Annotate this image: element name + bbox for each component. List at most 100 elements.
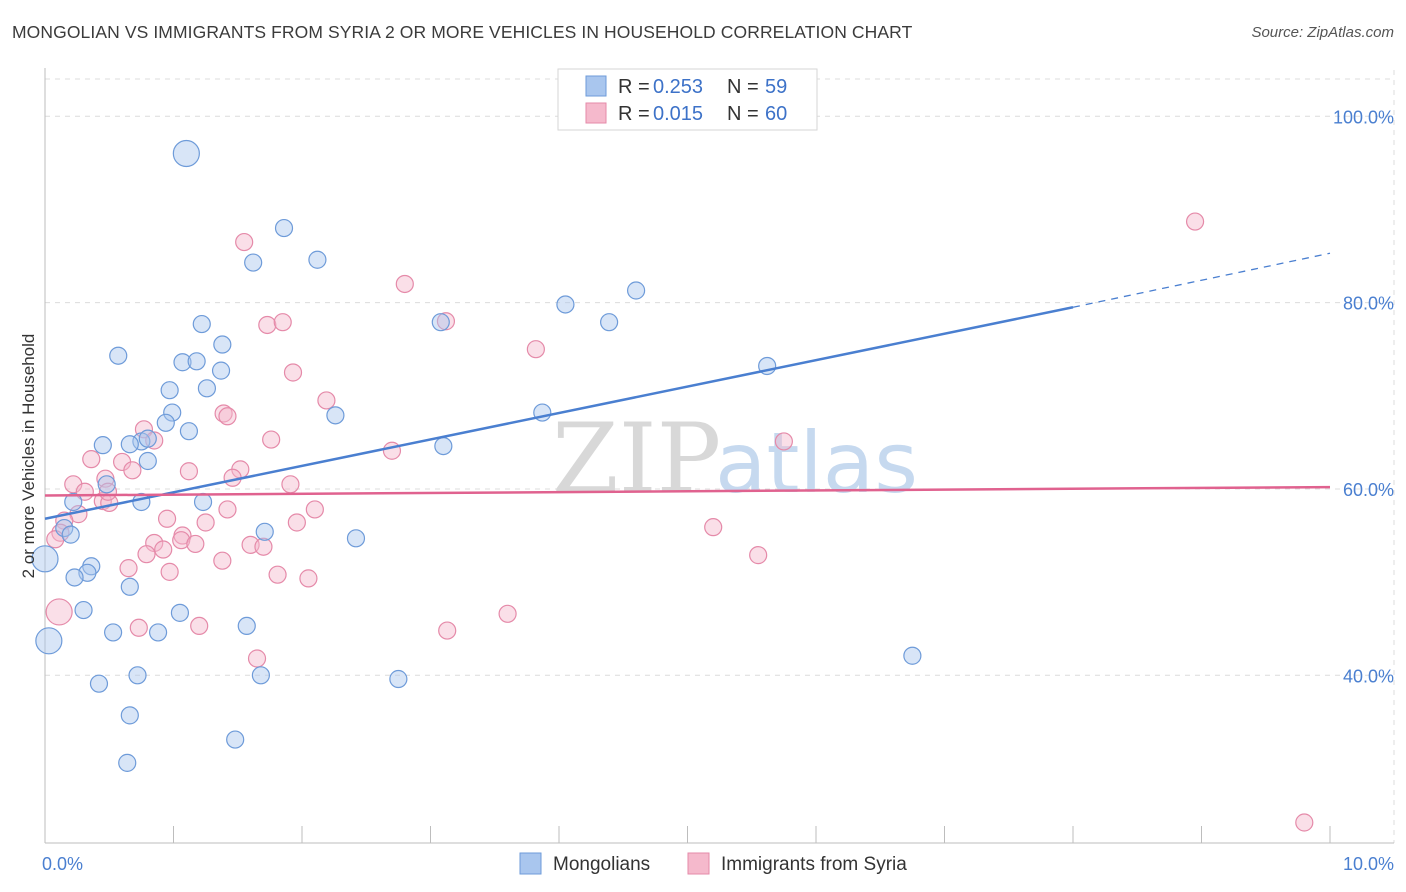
trend-lines [44,252,1331,520]
point-pink-39 [186,534,205,554]
point-blue-53 [226,730,245,749]
point-blue-31 [64,492,83,512]
point-blue-21 [179,422,199,441]
legend-n-value-pink: 60 [765,103,787,125]
point-blue-3 [308,250,327,269]
point-pink-28 [218,500,237,519]
point-blue-10 [109,346,128,365]
point-blue-51 [89,674,109,693]
point-pink-34 [704,518,723,537]
point-blue-25 [120,435,139,454]
point-blue-54 [118,753,137,772]
point-pink-49 [299,569,318,588]
point-blue-44 [104,623,123,642]
point-pink-52 [129,618,148,637]
point-blue-28 [97,475,116,494]
point-pink-42 [154,540,173,559]
watermark: ZIP atlas [552,403,918,515]
point-pink-59 [157,509,177,528]
bottom-legend-swatch-blue [519,852,542,875]
y-tick-labels: 40.0% 60.0% 80.0% 100.0% [1333,107,1394,686]
point-blue-6 [431,313,450,332]
point-blue-35 [346,529,366,548]
point-pink-33 [287,513,306,532]
point-blue-46 [35,627,63,655]
point-blue-27 [138,451,157,471]
point-blue-43 [237,616,256,636]
point-blue-42 [74,600,93,620]
point-pink-15 [382,441,402,460]
point-pink-19 [123,461,142,480]
point-blue-32 [55,518,74,538]
point-pink-41 [254,537,273,556]
point-pink-0 [1185,212,1205,231]
point-blue-48 [128,666,147,685]
x-tick-label-min: 0.0% [42,854,83,874]
axes [44,68,1394,844]
point-pink-4 [273,313,292,332]
point-blue-33 [61,525,80,544]
point-blue-11 [173,353,192,372]
legend-swatch-blue [585,75,607,97]
y-tick-label-3: 100.0% [1333,107,1394,127]
trend-line-blue-extension [1072,252,1331,308]
point-pink-51 [498,604,517,623]
point-pink-3 [258,315,277,335]
point-pink-53 [190,616,209,636]
point-blue-47 [903,646,922,665]
y-tick-label-1: 60.0% [1343,480,1394,500]
point-pink-47 [160,562,179,581]
legend-r-value-blue: 0.253 [653,76,703,98]
point-blue-4 [556,295,575,314]
point-blue-20 [156,413,175,432]
bottom-legend-label-mongolians: Mongolians [553,854,650,875]
series-syria-points [45,212,1314,832]
point-blue-9 [213,335,232,354]
legend-swatch-pink [585,102,607,124]
point-pink-8 [317,391,336,410]
point-pink-13 [262,430,281,449]
point-pink-12 [145,431,164,450]
x-tick-labels: 0.0% 10.0% [42,854,1394,874]
point-blue-18 [326,406,345,425]
point-pink-1 [235,232,254,252]
point-pink-38 [172,531,191,550]
point-blue-50 [389,669,408,689]
point-pink-54 [438,621,457,640]
point-pink-45 [749,546,768,565]
chart-source: Source: ZipAtlas.com [1251,24,1394,41]
point-blue-45 [148,623,168,642]
point-blue-5 [626,281,646,300]
point-blue-1 [274,218,294,238]
watermark-zip: ZIP [552,403,721,515]
trend-line-pink [44,485,1331,497]
trend-line-blue [44,306,1074,520]
point-pink-57 [1295,813,1314,832]
legend-r-label-pink: R = [618,103,650,125]
bottom-legend-swatch-pink [687,852,710,875]
point-blue-17 [163,403,182,422]
legend-r-value-pink: 0.015 [653,103,703,125]
point-pink-43 [137,545,156,564]
bottom-legend: Mongolians Immigrants from Syria [519,852,907,875]
point-blue-52 [120,706,139,725]
point-blue-26 [434,436,453,456]
x-tick-label-max: 10.0% [1343,854,1394,874]
point-blue-40 [31,545,59,573]
point-pink-32 [196,513,215,532]
legend-n-label-blue: N = [727,76,759,98]
point-blue-0 [172,139,200,168]
point-blue-39 [120,577,139,596]
point-pink-2 [395,274,414,294]
point-blue-13 [211,361,231,380]
legend: R = 0.253 N = 59 R = 0.015 N = 60 [557,68,818,131]
point-pink-16 [82,450,101,469]
point-blue-49 [251,666,270,685]
point-pink-10 [218,407,237,426]
point-pink-6 [526,340,545,359]
bottom-legend-label-syria: Immigrants from Syria [721,854,907,875]
point-blue-16 [197,379,217,398]
y-axis-label: 2 or more Vehicles in Household [19,334,38,579]
point-blue-41 [170,603,190,622]
point-pink-5 [436,312,456,331]
